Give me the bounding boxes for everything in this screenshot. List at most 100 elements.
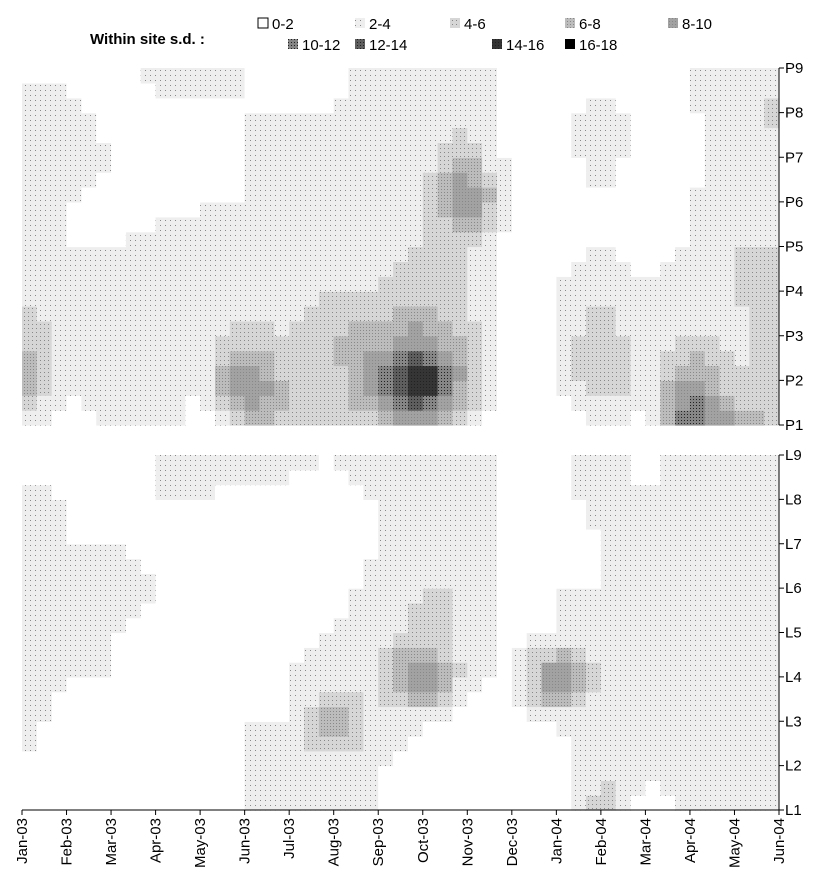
heat-cell [274, 795, 290, 811]
heat-cell [96, 558, 112, 574]
heat-cell [244, 588, 260, 604]
heat-cell [229, 795, 246, 811]
heat-cell [51, 350, 68, 367]
heat-cell [289, 529, 305, 545]
heat-cell [571, 691, 587, 708]
heat-cell [393, 455, 409, 471]
heat-cell [704, 410, 721, 426]
heat-cell [200, 455, 216, 471]
heat-cell [36, 765, 53, 781]
heat-cell [526, 276, 543, 292]
heat-cell [363, 765, 379, 781]
heat-cell [689, 543, 706, 560]
heat-cell [185, 365, 201, 381]
heat-cell [304, 647, 320, 663]
heat-cell [185, 350, 201, 367]
heat-cell [259, 216, 275, 233]
heat-cell [22, 588, 38, 604]
heat-cell [630, 410, 646, 426]
heat-cell [541, 617, 557, 634]
heat-cell [81, 350, 97, 367]
heat-cell [378, 216, 394, 233]
heat-cell [452, 455, 468, 471]
heat-cell [526, 588, 543, 604]
heat-cell [111, 365, 127, 381]
heat-cell [378, 365, 394, 381]
heat-cell [318, 112, 335, 129]
heat-cell [541, 172, 557, 188]
heat-cell [689, 632, 706, 648]
heat-cell [645, 706, 661, 722]
heat-cell [185, 172, 201, 188]
heat-cell [66, 82, 82, 99]
heat-cell [660, 320, 676, 337]
heat-cell [749, 573, 765, 589]
heat-cell [764, 617, 780, 634]
heat-cell [497, 261, 513, 277]
heat-cell [719, 365, 735, 381]
heat-cell [378, 97, 394, 114]
heat-cell [244, 736, 260, 752]
heat-cell [393, 484, 409, 500]
heat-cell [155, 172, 171, 188]
heat-cell [185, 320, 201, 337]
y-tick-label: P2 [785, 372, 803, 389]
heat-cell [497, 647, 513, 663]
heat-cell [660, 529, 676, 545]
heat-cell [259, 82, 275, 99]
heat-cell [407, 602, 424, 619]
heat-cell [749, 736, 765, 752]
heat-cell [111, 112, 127, 129]
heat-cell [645, 142, 661, 158]
heat-cell [704, 142, 721, 158]
heat-cell [51, 765, 68, 781]
heat-cell [719, 750, 735, 767]
heat-cell [333, 736, 350, 752]
heat-cell [318, 201, 335, 218]
heat-cell [96, 632, 112, 648]
heat-cell [274, 142, 290, 158]
heat-cell [689, 187, 706, 203]
heat-cell [511, 514, 528, 530]
heat-cell [452, 469, 468, 486]
heat-cell [66, 529, 82, 545]
heat-cell [378, 588, 394, 604]
heat-cell [318, 588, 335, 604]
heat-cell [556, 602, 572, 619]
heat-cell [749, 617, 765, 634]
heat-cell [452, 780, 468, 796]
heat-cell [363, 142, 379, 158]
heat-cell [378, 632, 394, 648]
heat-cell [556, 543, 572, 560]
heat-cell [125, 395, 142, 411]
heat-cell [675, 602, 691, 619]
heat-cell [66, 306, 82, 322]
heat-cell [244, 276, 260, 292]
heat-cell [452, 68, 468, 84]
heat-cell [66, 632, 82, 648]
heat-cell [600, 750, 617, 767]
heat-cell [526, 410, 543, 426]
heat-cell [630, 632, 646, 648]
heat-cell [497, 780, 513, 796]
heat-cell [452, 721, 468, 737]
heat-cell [200, 306, 216, 322]
heat-cell [749, 514, 765, 530]
heat-cell [229, 647, 246, 663]
heat-cell [393, 691, 409, 708]
heat-cell [541, 306, 557, 322]
heat-cell [764, 721, 780, 737]
heat-cell [586, 617, 602, 634]
heat-cell [229, 276, 246, 292]
heat-cell [422, 82, 439, 99]
heat-cell [333, 573, 350, 589]
legend-label: 12-14 [369, 37, 407, 54]
heat-cell [378, 350, 394, 367]
heat-cell [215, 216, 231, 233]
heat-cell [675, 350, 691, 367]
heat-cell [734, 588, 750, 604]
heat-cell [526, 455, 543, 471]
heat-cell [318, 350, 335, 367]
heat-cell [764, 82, 780, 99]
heat-cell [51, 142, 68, 158]
